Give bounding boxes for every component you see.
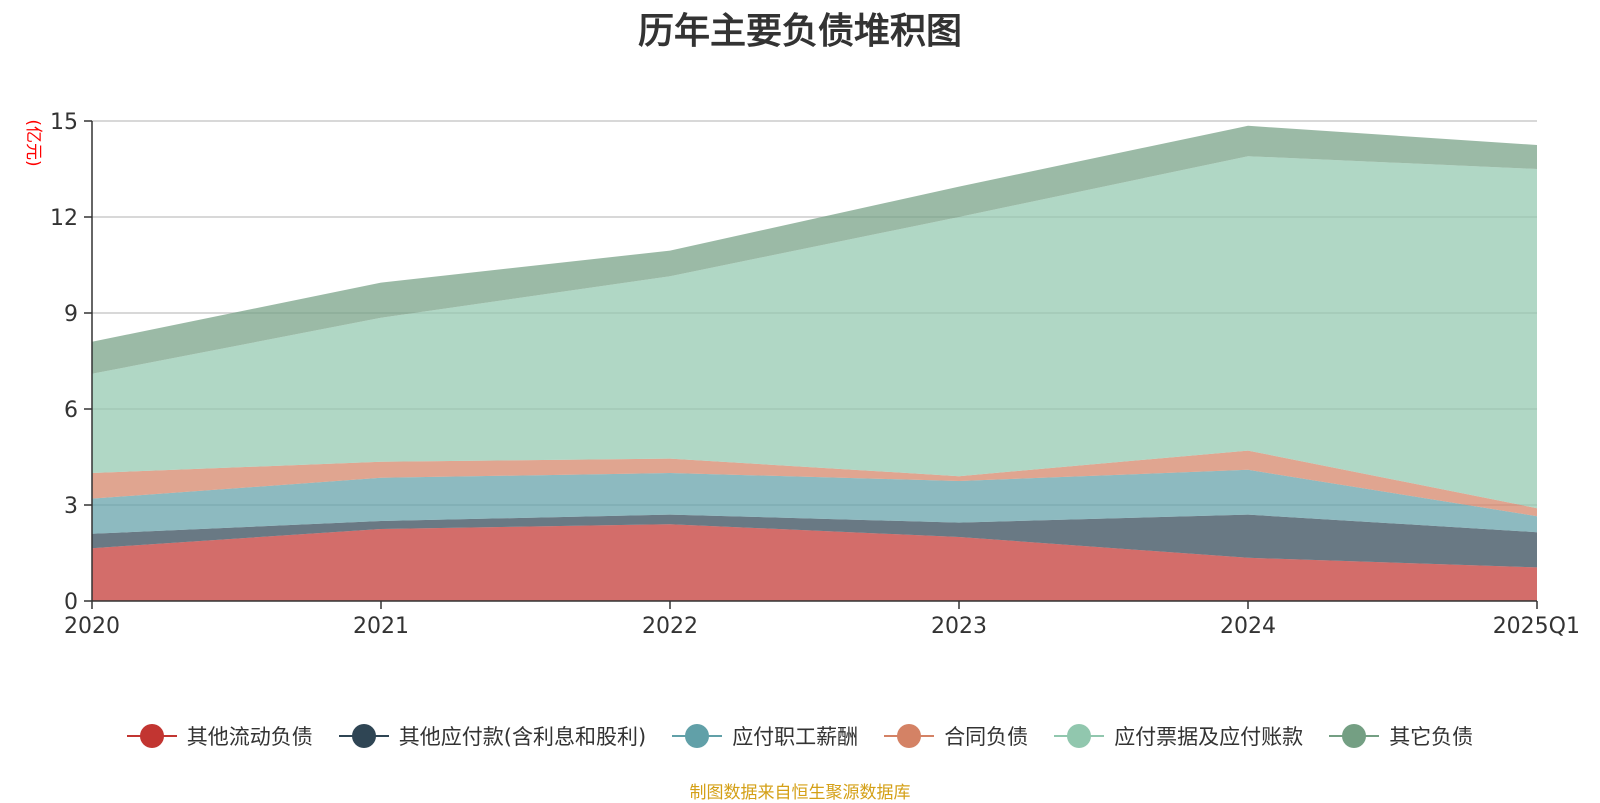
legend-marker-icon (884, 724, 935, 748)
y-tick-label-4: 12 (50, 206, 78, 231)
y-tick-label-2: 6 (64, 398, 78, 423)
area-series-3 (92, 450, 1537, 517)
legend-marker-icon (1054, 724, 1105, 748)
area-series-4 (92, 156, 1537, 509)
legend-item-3[interactable]: 合同负债 (884, 721, 1028, 751)
legend-item-5[interactable]: 其它负债 (1329, 721, 1473, 751)
y-tick-label-1: 3 (64, 494, 78, 519)
x-tick-label-5: 2025Q1 (1493, 614, 1580, 639)
legend-item-4[interactable]: 应付票据及应付账款 (1054, 721, 1303, 751)
area-series (92, 125, 1537, 601)
legend-label: 应付票据及应付账款 (1114, 725, 1304, 749)
legend-marker-icon (1329, 724, 1380, 748)
legend-item-1[interactable]: 其他应付款(含利息和股利) (338, 721, 647, 751)
legend-item-0[interactable]: 其他流动负债 (126, 721, 313, 751)
area-series-5 (92, 125, 1537, 374)
legend-marker-icon (126, 724, 177, 748)
legend-label: 合同负债 (944, 725, 1029, 749)
legend-label: 其他应付款(含利息和股利) (398, 725, 647, 749)
area-series-0 (92, 524, 1537, 601)
legend-label: 应付职工薪酬 (732, 725, 859, 749)
x-tick-label-3: 2023 (931, 614, 987, 639)
y-axis-unit-label: (亿元) (23, 119, 43, 166)
area-series-1 (92, 514, 1537, 568)
x-tick-label-2: 2022 (642, 614, 698, 639)
legend: 其他流动负债 其他应付款(含利息和股利) 应付职工薪酬 合同负债 应付票据及应付账款 其它… (0, 718, 1600, 754)
x-tick-label-4: 2024 (1220, 614, 1276, 639)
legend-marker-icon (338, 724, 389, 748)
legend-label: 其它负债 (1389, 725, 1474, 749)
chart-title: 历年主要负债堆积图 (637, 11, 962, 52)
x-tick-label-1: 2021 (353, 614, 409, 639)
legend-label: 其他流动负债 (186, 725, 313, 749)
legend-item-2[interactable]: 应付职工薪酬 (672, 721, 858, 751)
axes: 0 3 6 9 12 15 2020 2021 2022 2023 2024 2025Q1 (50, 110, 1580, 639)
area-series-2 (92, 469, 1537, 534)
y-tick-label-5: 15 (50, 110, 78, 135)
y-tick-label-3: 9 (64, 302, 78, 327)
source-note: 制图数据来自恒生聚源数据库 (689, 783, 911, 803)
legend-marker-icon (672, 724, 723, 748)
x-tick-label-0: 2020 (64, 614, 120, 639)
y-tick-label-0: 0 (64, 590, 78, 615)
